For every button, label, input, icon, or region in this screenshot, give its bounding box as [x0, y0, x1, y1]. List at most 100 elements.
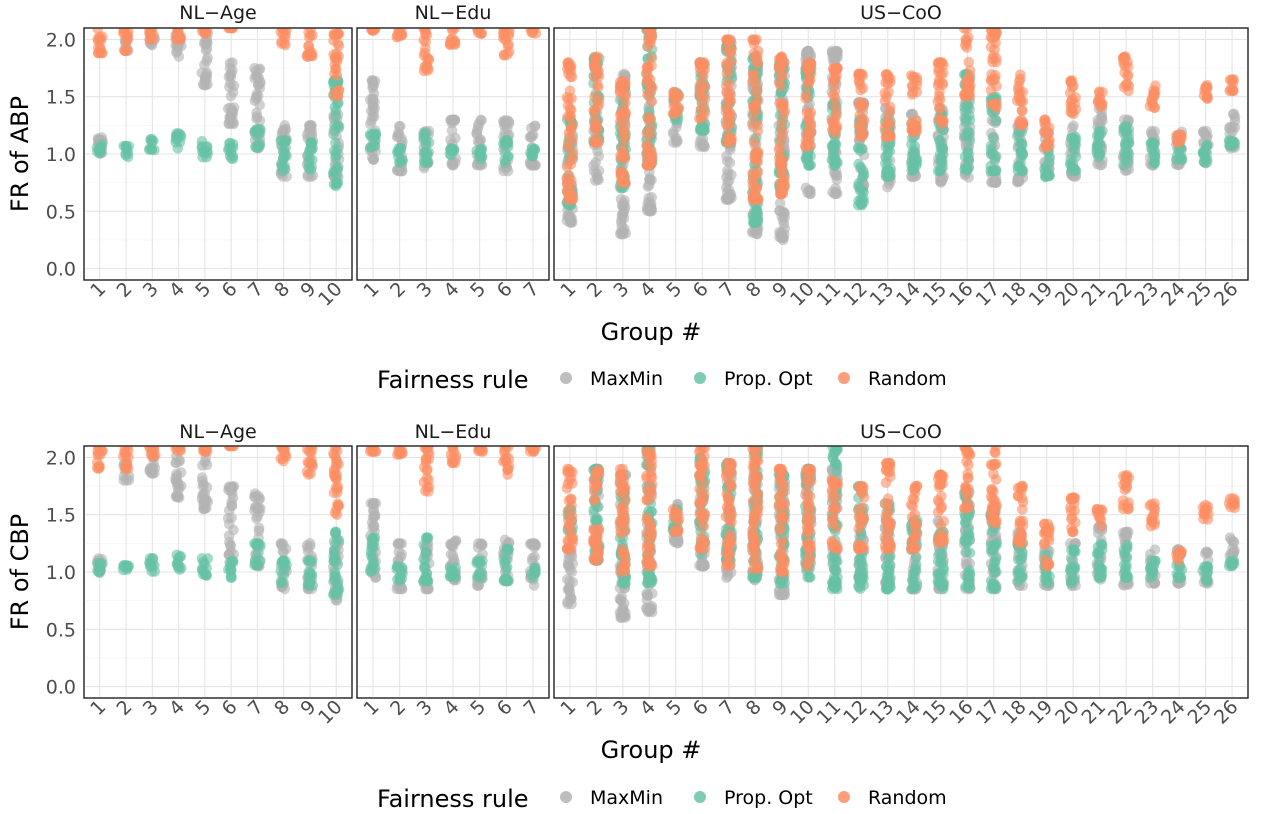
data-point: [170, 476, 182, 487]
series-random: [561, 28, 1239, 206]
data-point: [618, 133, 630, 145]
data-point: [831, 174, 843, 185]
data-point: [302, 129, 313, 140]
data-point: [502, 463, 514, 474]
data-point: [1042, 138, 1054, 150]
data-point: [589, 104, 601, 116]
data-point: [589, 115, 601, 127]
data-point: [826, 124, 838, 136]
data-point: [963, 153, 974, 164]
data-point: [170, 457, 182, 468]
x-tick-label: 1: [86, 696, 110, 720]
y-tick-label: 0.0: [46, 677, 76, 699]
data-point: [774, 141, 786, 153]
series-random: [92, 28, 345, 102]
data-point: [695, 89, 707, 101]
series-random: [91, 446, 345, 521]
data-point: [499, 147, 511, 158]
data-point: [280, 39, 291, 51]
data-point: [748, 136, 760, 148]
y-tick-label: 1.5: [46, 505, 76, 527]
data-point: [1044, 152, 1055, 163]
data-point: [446, 125, 458, 136]
data-point: [856, 130, 867, 142]
data-point: [593, 151, 604, 162]
data-point: [502, 49, 513, 60]
data-point: [593, 136, 605, 147]
data-point: [367, 522, 378, 533]
data-point: [803, 185, 815, 196]
data-point: [829, 115, 840, 127]
data-point: [855, 161, 867, 173]
data-point: [1122, 69, 1134, 81]
data-point: [991, 80, 1002, 92]
data-point: [445, 134, 456, 145]
x-tick-label: 3: [413, 696, 437, 720]
data-point: [773, 53, 785, 65]
data-point: [367, 541, 378, 553]
data-point: [418, 130, 430, 141]
data-point: [856, 199, 868, 211]
data-point: [306, 161, 317, 173]
data-point: [225, 90, 237, 102]
data-point: [800, 140, 811, 152]
data-point: [225, 572, 237, 583]
data-point: [147, 553, 158, 565]
data-point: [803, 112, 815, 124]
data-point: [202, 37, 213, 49]
data-point: [253, 503, 265, 514]
data-point: [420, 63, 432, 75]
data-point: [306, 459, 318, 471]
x-tick-label: 6: [218, 696, 242, 720]
data-point: [328, 547, 340, 558]
data-point: [498, 30, 510, 41]
data-point: [907, 87, 919, 98]
data-point: [328, 128, 339, 140]
facet-title: NL−Edu: [415, 2, 492, 24]
data-point: [303, 40, 314, 52]
legend-label: Prop. Opt: [724, 368, 813, 390]
data-point: [960, 116, 971, 128]
data-point: [445, 548, 457, 560]
data-point: [251, 113, 262, 124]
data-point: [364, 566, 376, 577]
data-point: [330, 481, 342, 493]
data-point: [201, 570, 212, 581]
data-point: [646, 52, 658, 64]
facet-title: US−CoO: [860, 2, 942, 24]
data-point: [120, 462, 131, 473]
data-point: [473, 118, 484, 130]
data-point: [501, 564, 512, 575]
data-point: [1095, 138, 1106, 150]
data-point: [253, 522, 265, 534]
x-tick-label: 1: [359, 696, 383, 720]
data-point: [1149, 137, 1160, 149]
data-point: [642, 159, 654, 170]
x-tick-label: 3: [139, 278, 163, 302]
data-point: [365, 141, 377, 153]
x-tick-label: 5: [466, 696, 490, 720]
data-point: [276, 135, 287, 146]
data-point: [880, 171, 892, 183]
data-point: [122, 151, 134, 163]
data-point: [723, 93, 734, 104]
x-tick-label: 6: [493, 696, 517, 720]
facet-border: [83, 27, 353, 281]
data-point: [146, 144, 157, 155]
x-tick-label: 3: [413, 278, 437, 302]
data-point: [175, 446, 186, 456]
data-point: [561, 161, 573, 173]
data-point: [937, 144, 949, 155]
x-tick-label: 4: [165, 278, 189, 302]
data-point: [751, 56, 763, 68]
data-point: [802, 151, 813, 163]
x-tick-label: 5: [191, 696, 215, 720]
data-point: [989, 31, 1001, 43]
data-point: [695, 59, 707, 71]
data-point: [396, 446, 407, 455]
data-point: [279, 447, 290, 458]
data-point: [937, 157, 948, 169]
data-point: [567, 151, 578, 163]
data-point: [1149, 150, 1161, 162]
